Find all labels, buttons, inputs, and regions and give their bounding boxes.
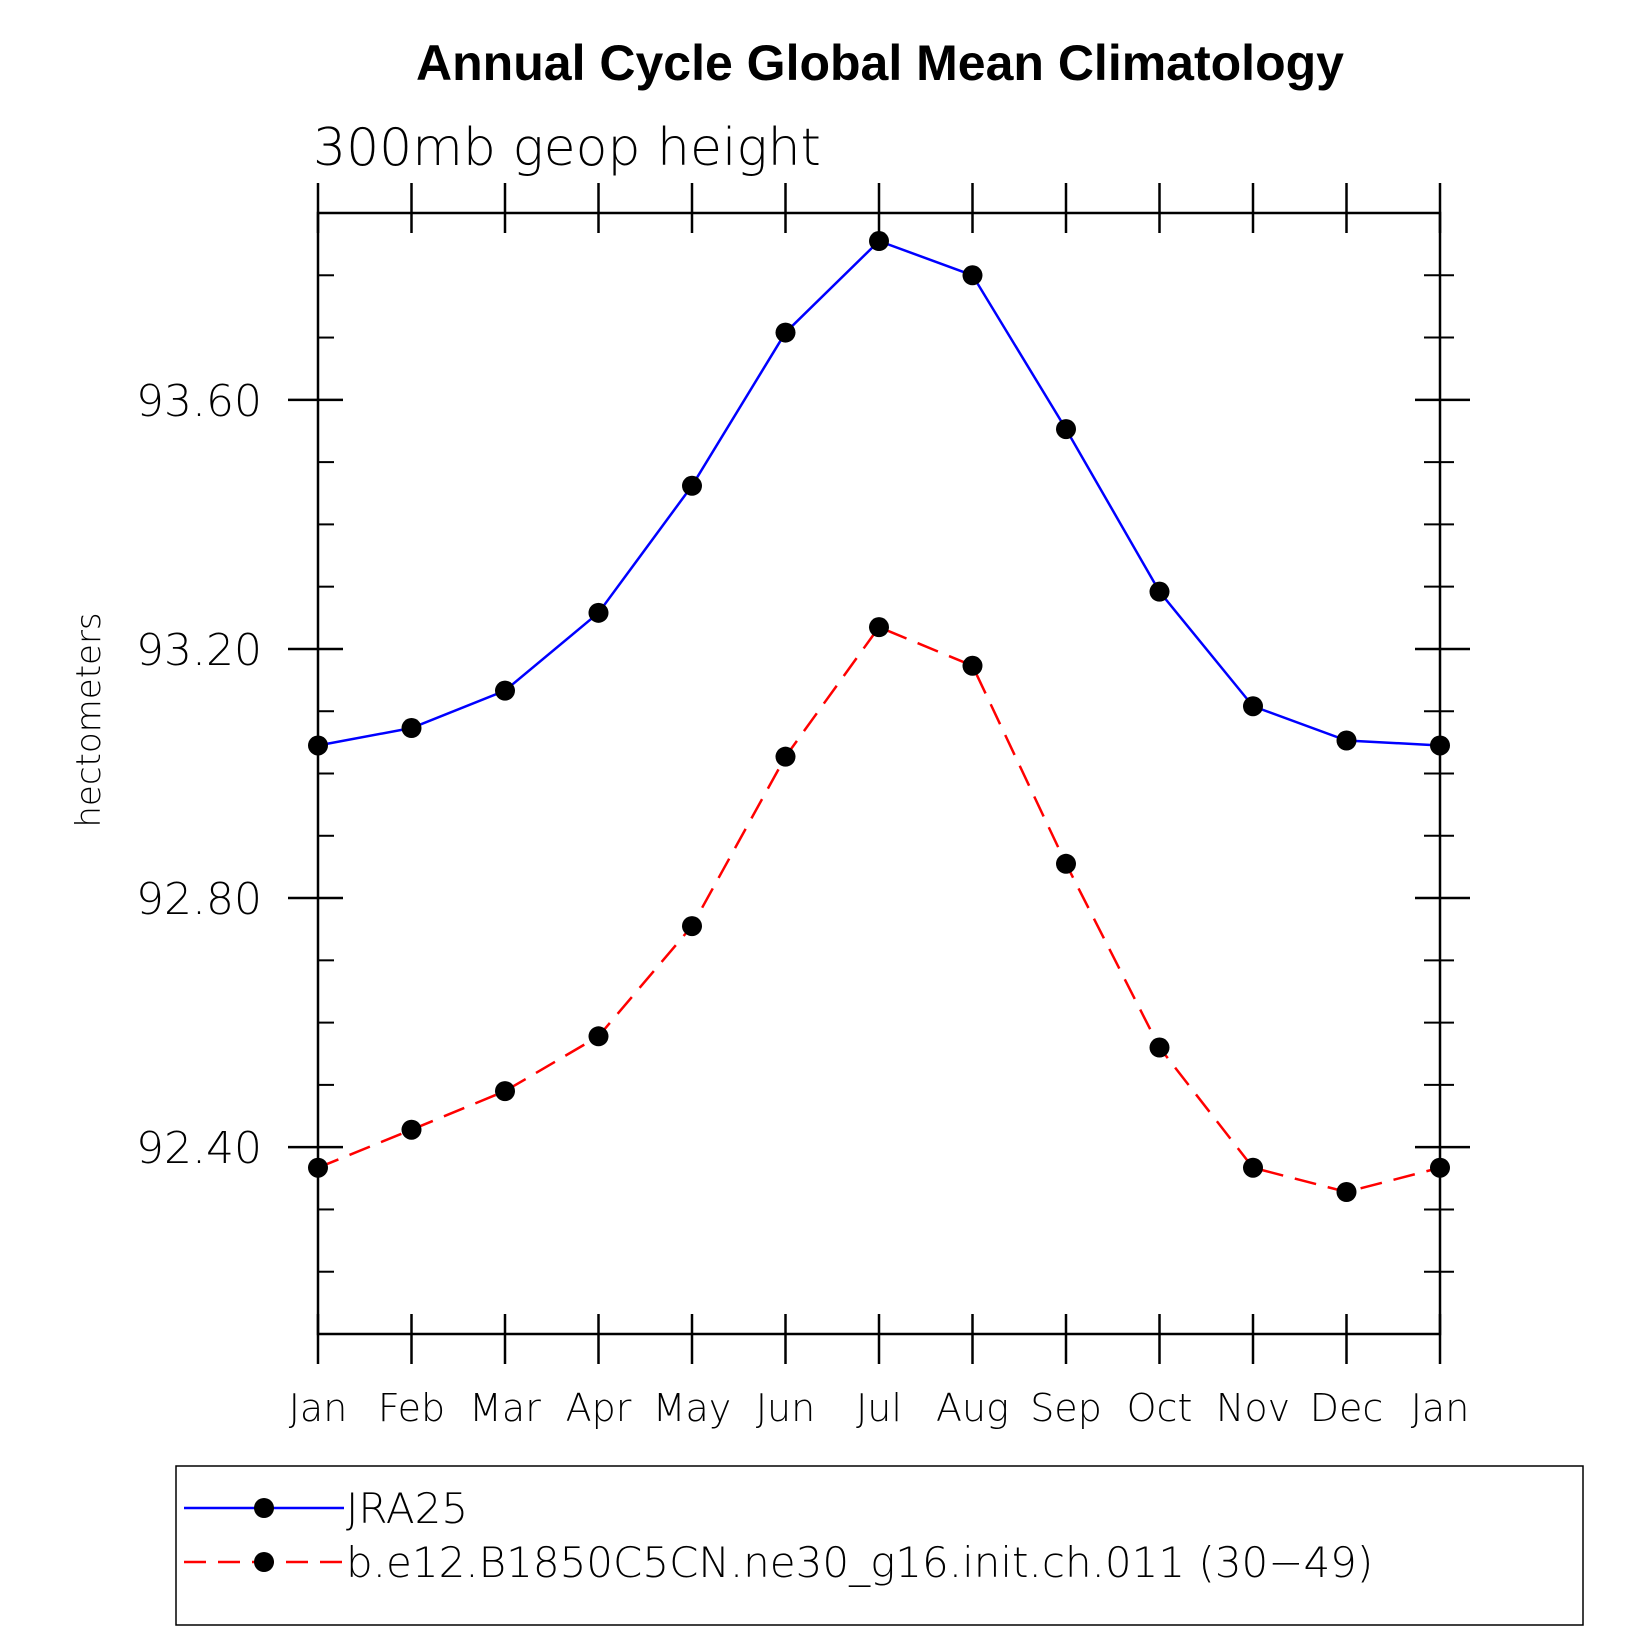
axis-ticks <box>288 183 1470 1364</box>
data-point <box>1243 696 1263 717</box>
y-axis-label: hectometers <box>69 612 109 827</box>
legend-label: b.e12.B1850C5CN.ne30_g16.init.ch.011 (30… <box>346 1538 1373 1587</box>
legend-marker <box>254 1552 274 1572</box>
chart-title: Annual Cycle Global Mean Climatology <box>416 35 1344 91</box>
x-tick-label: Nov <box>1216 1386 1290 1430</box>
plot-frame <box>316 211 1442 1336</box>
axis-tick-labels: Jan Feb Mar Apr May Jun Jul Aug Sep Oct Nov Dec Jan 9… <box>136 376 1469 1430</box>
data-point <box>401 1119 422 1140</box>
data-point <box>1149 581 1170 602</box>
legend-label: JRA25 <box>346 1484 468 1533</box>
y-tick-label: 93.60 <box>136 376 262 427</box>
data-point <box>308 735 328 756</box>
series-line <box>317 239 1441 747</box>
series-layer <box>308 231 1450 1203</box>
x-tick-label: Jun <box>756 1386 815 1430</box>
x-tick-label: Jul <box>856 1386 902 1430</box>
x-tick-label: Mar <box>469 1386 541 1430</box>
x-tick-label: Apr <box>566 1386 632 1430</box>
legend-entry-1: JRA25 <box>184 1484 468 1533</box>
legend-marker <box>254 1498 274 1518</box>
data-point <box>1430 735 1450 756</box>
data-point <box>401 718 422 739</box>
data-point <box>682 475 702 496</box>
data-point <box>1243 1157 1263 1178</box>
legend-box <box>175 1465 1584 1626</box>
data-point <box>869 231 889 252</box>
data-point <box>775 322 796 343</box>
x-tick-label: Feb <box>378 1386 445 1430</box>
x-tick-label: Oct <box>1127 1386 1193 1430</box>
series-1 <box>308 231 1450 756</box>
x-tick-label: Jan <box>289 1386 348 1430</box>
x-tick-label: Jan <box>1411 1386 1470 1430</box>
x-tick-label: Sep <box>1030 1386 1102 1430</box>
data-point <box>682 916 702 937</box>
data-point <box>588 602 609 623</box>
legend: JRA25 b.e12.B1850C5CN.ne30_g16.init.ch.01… <box>175 1465 1584 1626</box>
data-point <box>1056 419 1076 440</box>
series-2 <box>308 617 1450 1203</box>
data-point <box>308 1157 328 1178</box>
data-point <box>495 680 515 701</box>
data-point <box>1430 1157 1450 1178</box>
data-point <box>1149 1037 1170 1058</box>
legend-entries: JRA25 b.e12.B1850C5CN.ne30_g16.init.ch.01… <box>184 1484 1373 1587</box>
chart-subtitle: 300mb geop height <box>313 118 821 178</box>
data-point <box>495 1081 515 1102</box>
y-tick-label: 93.20 <box>136 625 262 676</box>
data-point <box>962 265 983 286</box>
data-point <box>1056 853 1076 874</box>
y-tick-label: 92.40 <box>136 1123 262 1174</box>
legend-entry-2: b.e12.B1850C5CN.ne30_g16.init.ch.011 (30… <box>184 1538 1373 1587</box>
y-tick-label: 92.80 <box>136 874 262 925</box>
x-tick-label: Dec <box>1310 1386 1384 1430</box>
data-point <box>869 617 889 638</box>
x-tick-label: May <box>653 1386 732 1430</box>
data-point <box>775 746 796 767</box>
data-point <box>962 655 983 676</box>
data-point <box>1336 1182 1357 1203</box>
data-point <box>588 1026 609 1047</box>
x-tick-label: Aug <box>936 1386 1009 1430</box>
data-point <box>1336 730 1357 751</box>
